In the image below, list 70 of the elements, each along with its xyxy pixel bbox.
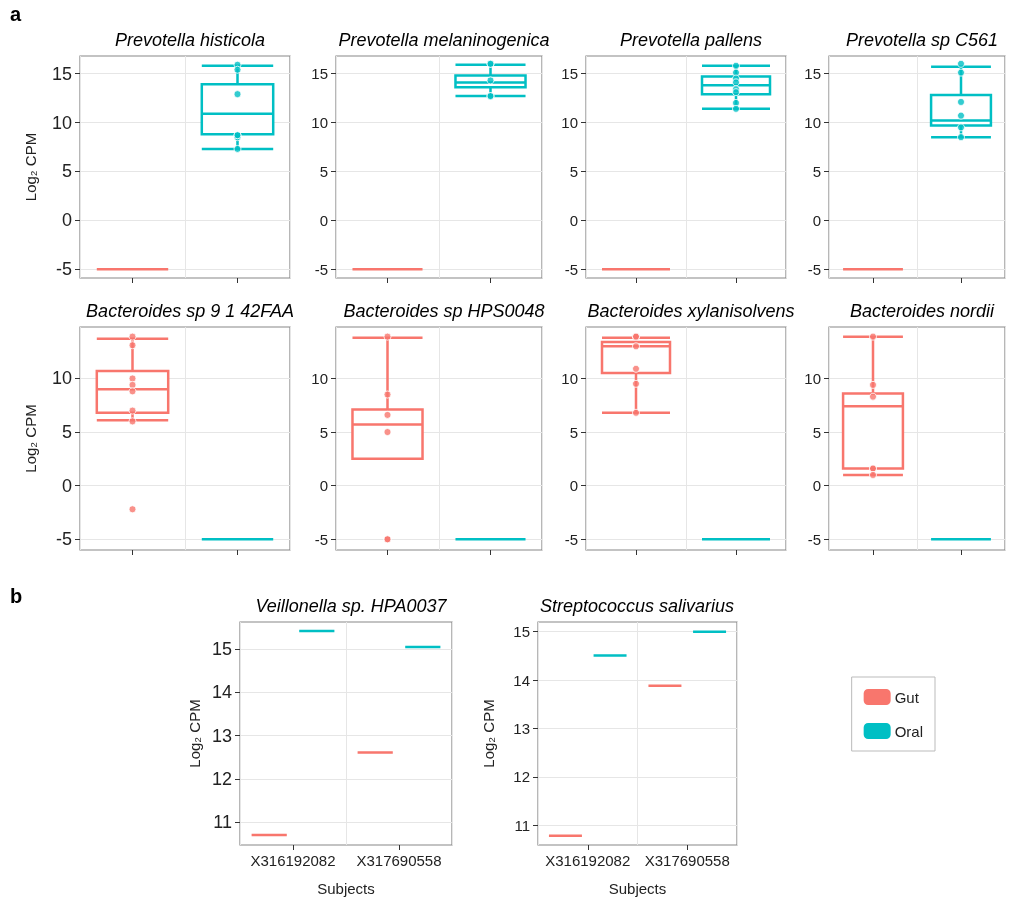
chart-title: Prevotella histicola	[114, 30, 266, 50]
y-tick-label: 5	[61, 161, 72, 182]
chart-title: Bacteroides nordii	[849, 301, 996, 321]
legend-label: Oral	[894, 722, 924, 740]
y-tick-label: 11	[514, 816, 530, 834]
x-tick-label: X317690558	[644, 852, 730, 869]
chart-title: Veillonella sp. HPA0037	[255, 596, 448, 616]
y-tick-label: -5	[55, 259, 72, 280]
y-tick-label: 0	[812, 211, 821, 229]
y-tick-label: 15	[804, 65, 821, 83]
y-tick-label: 0	[812, 477, 821, 495]
text: a	[10, 3, 22, 25]
y-axis-title: Log₂ CPM	[480, 699, 497, 768]
y-tick-label: 15	[513, 623, 530, 641]
y-tick-label: -5	[564, 530, 578, 548]
y-tick-label: 15	[51, 63, 72, 84]
chart-title: Bacteroides xylanisolvens	[587, 301, 795, 321]
y-tick-label: -5	[314, 530, 328, 548]
y-axis-title: Log₂ CPM	[22, 404, 39, 473]
y-tick-label: 5	[319, 423, 328, 441]
y-tick-label: 5	[319, 162, 328, 180]
y-tick-label: 5	[812, 423, 821, 441]
chart-title: Streptococcus salivarius	[539, 596, 735, 616]
y-tick-label: 10	[804, 369, 821, 387]
text: b	[10, 585, 23, 607]
y-tick-label: 15	[311, 65, 328, 83]
legend-label: Gut	[894, 688, 920, 706]
y-tick-label: 10	[804, 114, 821, 131]
y-tick-label: 10	[561, 369, 578, 387]
x-axis-title: Subjects	[317, 880, 375, 897]
y-tick-label: 13	[211, 725, 232, 746]
y-tick-label: 10	[51, 368, 72, 389]
y-tick-label: 5	[569, 423, 578, 441]
chart-title: Bacteroides sp HPS0048	[343, 301, 545, 321]
y-tick-label: 0	[319, 211, 328, 229]
y-tick-label: 5	[569, 162, 578, 180]
y-tick-label: 14	[211, 682, 232, 703]
x-tick-label: X317690558	[356, 852, 442, 869]
chart-title: Prevotella melaninogenica	[338, 30, 550, 50]
x-tick-label: X316192082	[545, 852, 631, 869]
y-tick-label: -5	[807, 530, 821, 548]
y-tick-label: 13	[513, 719, 530, 737]
chart-title: Prevotella sp C561	[845, 30, 999, 50]
y-tick-label: 0	[569, 477, 578, 495]
y-tick-label: -5	[564, 260, 578, 278]
y-tick-label: 10	[311, 369, 328, 387]
y-tick-label: -5	[55, 529, 72, 550]
x-tick-label: X316192082	[250, 852, 336, 869]
chart-title: Bacteroides sp 9 1 42FAA	[86, 301, 294, 321]
y-tick-label: 12	[513, 768, 530, 786]
y-tick-label: 0	[319, 477, 328, 495]
y-tick-label: 14	[513, 671, 530, 689]
y-tick-label: 11	[213, 812, 232, 833]
y-tick-label: 0	[569, 211, 578, 229]
chart-title: Prevotella pallens	[619, 30, 763, 50]
y-tick-label: 0	[61, 210, 72, 231]
x-axis-title: Subjects	[608, 880, 667, 897]
y-tick-label: -5	[314, 260, 328, 278]
y-tick-label: 12	[211, 768, 232, 789]
y-tick-label: 15	[211, 639, 232, 660]
y-tick-label: 10	[561, 114, 578, 131]
y-tick-label: 15	[561, 65, 578, 83]
y-axis-title: Log₂ CPM	[22, 132, 39, 202]
y-tick-label: 5	[812, 162, 821, 180]
y-tick-label: -5	[807, 260, 821, 278]
y-tick-label: 10	[51, 112, 72, 133]
y-tick-label: 10	[311, 114, 328, 131]
y-axis-title: Log₂ CPM	[186, 699, 203, 768]
y-tick-label: 0	[61, 475, 72, 496]
y-tick-label: 5	[61, 422, 72, 443]
